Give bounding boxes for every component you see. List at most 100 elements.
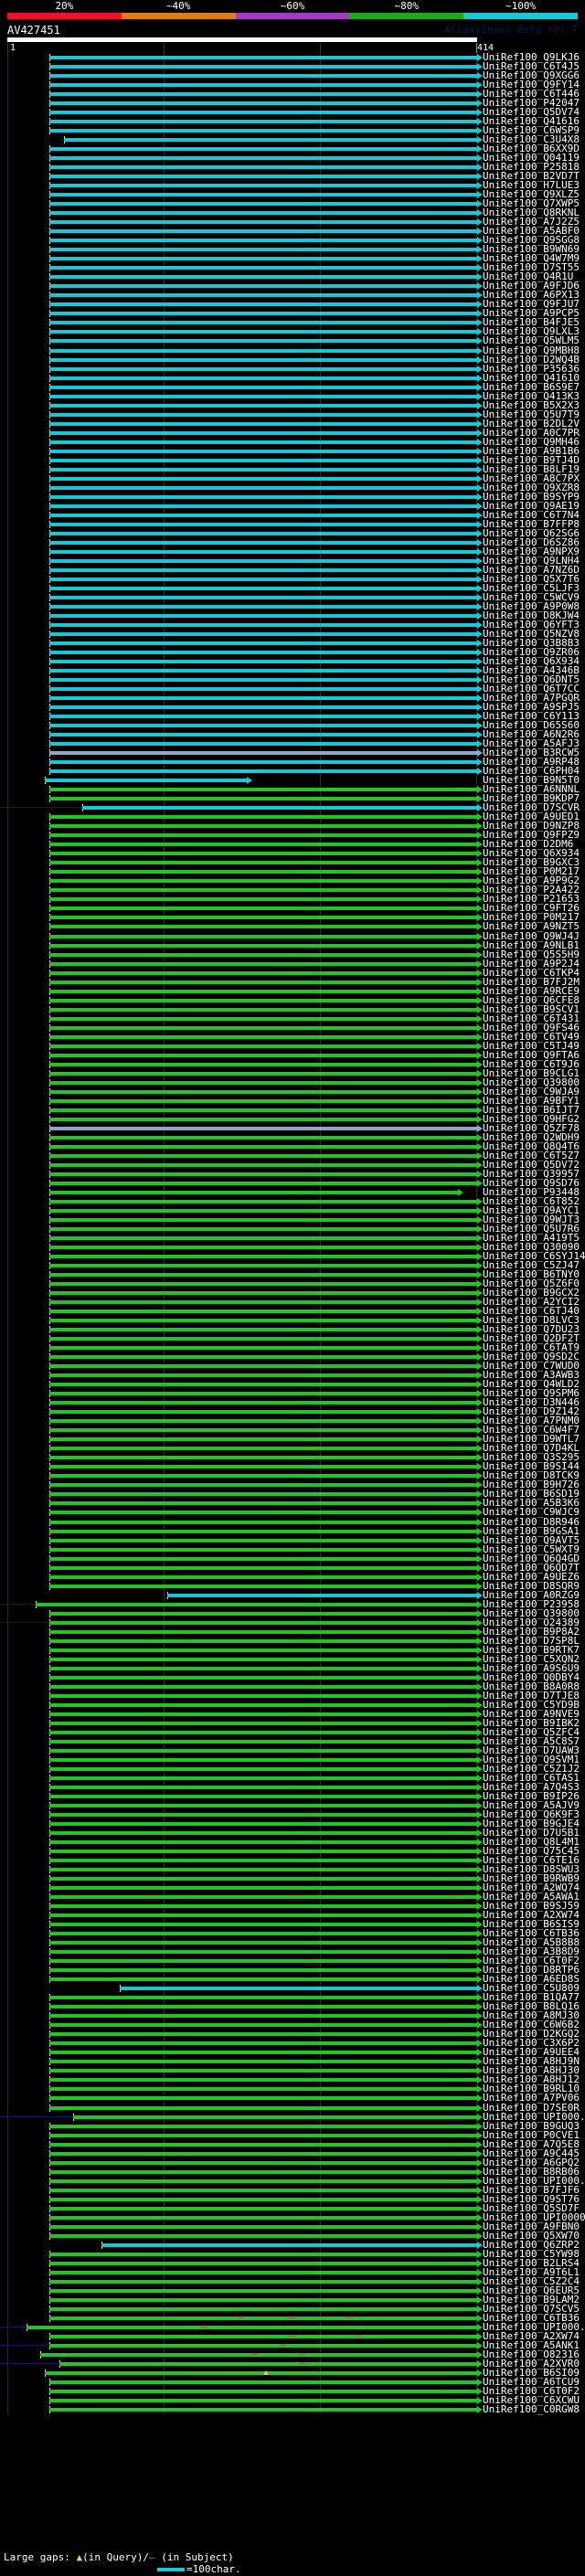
hit-label[interactable]: UniRef100_B2DL2V: [483, 417, 580, 429]
hit-label[interactable]: UniRef100_B9WN69: [483, 243, 580, 256]
hit-row[interactable]: UniRef100_D6SZ86: [0, 535, 585, 548]
hit-row[interactable]: UniRef100_A9UEZ6: [0, 1572, 585, 1582]
hit-label[interactable]: UniRef100_Q6X934: [483, 847, 580, 860]
alignment-segment[interactable]: [49, 1565, 477, 1570]
hit-row[interactable]: UniRef100_A5AJV9: [0, 1800, 585, 1810]
hit-row[interactable]: UniRef100_B6TNY0: [0, 1269, 585, 1280]
alignment-segment[interactable]: [49, 2197, 477, 2201]
hit-label[interactable]: UniRef100_B6SD19: [483, 1488, 580, 1500]
hit-label[interactable]: UniRef100_UPI000...: [483, 2320, 585, 2333]
hit-row[interactable]: UniRef100_O24389: [0, 1617, 585, 1627]
hit-label[interactable]: UniRef100_Q62SG6: [483, 526, 580, 539]
alignment-segment[interactable]: [49, 961, 477, 966]
alignment-segment[interactable]: [49, 2297, 477, 2302]
alignment-segment[interactable]: [49, 302, 477, 307]
alignment-segment[interactable]: [49, 1171, 477, 1176]
alignment-segment[interactable]: [49, 394, 477, 398]
hit-label[interactable]: UniRef100_B6SIS9: [483, 1918, 580, 1931]
alignment-segment[interactable]: [49, 1886, 477, 1891]
alignment-segment[interactable]: [49, 943, 477, 948]
hit-label[interactable]: UniRef100_D8TCK9: [483, 1469, 580, 1482]
alignment-segment[interactable]: [49, 467, 477, 472]
hit-label[interactable]: UniRef100_C5U809: [483, 1982, 580, 1995]
hit-label[interactable]: UniRef100_Q9XLZ5: [483, 188, 580, 201]
hit-label[interactable]: UniRef100_Q9LNH4: [483, 554, 580, 567]
hit-row[interactable]: UniRef100_P35636: [0, 364, 585, 374]
alignment-segment[interactable]: [49, 980, 477, 984]
hit-row[interactable]: UniRef100_B6SIS9: [0, 1918, 585, 1931]
alignment-segment[interactable]: [49, 229, 477, 234]
alignment-segment[interactable]: [49, 1300, 477, 1305]
hit-row[interactable]: UniRef100_B9TJ4D: [0, 455, 585, 465]
hit-label[interactable]: UniRef100_Q413K3: [483, 389, 580, 402]
hit-row[interactable]: UniRef100_Q5ZF78: [0, 1123, 585, 1133]
hit-label[interactable]: UniRef100_Q9SVM1: [483, 1753, 580, 1765]
alignment-segment[interactable]: [49, 2160, 477, 2165]
hit-label[interactable]: UniRef100_D8LVC3: [483, 1314, 580, 1327]
alignment-segment[interactable]: [49, 1319, 477, 1323]
hit-label[interactable]: UniRef100_B6XX9D: [483, 143, 580, 155]
hit-row[interactable]: UniRef100_Q9SD2C: [0, 1352, 585, 1362]
hit-row[interactable]: UniRef100_P25818: [0, 162, 585, 173]
alignment-segment[interactable]: [49, 220, 477, 225]
hit-row[interactable]: UniRef100_A2YCI2: [0, 1297, 585, 1308]
alignment-segment[interactable]: [49, 2105, 477, 2110]
hit-label[interactable]: UniRef100_A5B3K6: [483, 1497, 580, 1510]
hit-label[interactable]: UniRef100_Q9HFG2: [483, 1112, 580, 1125]
alignment-segment[interactable]: [49, 1712, 477, 1716]
alignment-segment[interactable]: [49, 403, 477, 408]
hit-row[interactable]: UniRef100_Q9SVM1: [0, 1753, 585, 1765]
alignment-segment[interactable]: [49, 558, 477, 563]
hit-label[interactable]: UniRef100_D6SZ86: [483, 535, 580, 548]
hit-label[interactable]: UniRef100_A0C7PR: [483, 426, 580, 439]
hit-label[interactable]: UniRef100_Q9SPM6: [483, 1387, 580, 1400]
hit-label[interactable]: UniRef100_A9FJD6: [483, 280, 580, 292]
alignment-segment[interactable]: [49, 2306, 477, 2311]
hit-label[interactable]: UniRef100_Q9SGG8: [483, 234, 580, 247]
hit-row[interactable]: UniRef100_A6TCU9: [0, 2377, 585, 2387]
hit-row[interactable]: UniRef100_C5LJF3: [0, 583, 585, 593]
alignment-segment[interactable]: [39, 2352, 477, 2357]
alignment-segment[interactable]: [49, 1419, 477, 1424]
hit-label[interactable]: UniRef100_Q5Z6F0: [483, 1277, 580, 1290]
alignment-segment[interactable]: [49, 1373, 477, 1378]
hit-label[interactable]: UniRef100_C9WJA9: [483, 1085, 580, 1097]
alignment-segment[interactable]: [49, 687, 477, 692]
hit-row[interactable]: UniRef100_B6SD19: [0, 1488, 585, 1500]
alignment-segment[interactable]: [49, 843, 477, 847]
alignment-segment[interactable]: [49, 1089, 477, 1094]
alignment-segment[interactable]: [49, 1803, 477, 1807]
alignment-segment[interactable]: [49, 1126, 477, 1130]
hit-row[interactable]: UniRef100_B8RB06: [0, 2167, 585, 2177]
alignment-segment[interactable]: [49, 925, 477, 929]
hit-row[interactable]: UniRef100_A7Q4S3: [0, 1782, 585, 1792]
alignment-segment[interactable]: [49, 1098, 477, 1103]
hit-row[interactable]: UniRef100_D2WQ4B: [0, 355, 585, 365]
hit-row[interactable]: UniRef100_Q9FS46: [0, 1023, 585, 1033]
hit-label[interactable]: UniRef100_Q5SD7F: [483, 2201, 580, 2214]
alignment-segment[interactable]: [49, 1538, 477, 1542]
hit-row[interactable]: UniRef100_Q7DU23: [0, 1324, 585, 1335]
hit-row[interactable]: UniRef100_A6ED8S: [0, 1974, 585, 1985]
hit-label[interactable]: UniRef100_C5Z1J2: [483, 1762, 580, 1775]
hit-label[interactable]: UniRef100_A9B1B6: [483, 444, 580, 457]
hit-label[interactable]: UniRef100_B9SJ59: [483, 1900, 580, 1913]
alignment-segment[interactable]: [49, 513, 477, 517]
alignment-segment[interactable]: [49, 1913, 477, 1918]
hit-row[interactable]: UniRef100_Q6X934: [0, 847, 585, 860]
hit-row[interactable]: UniRef100_C6TAT9: [0, 1342, 585, 1353]
alignment-segment[interactable]: [49, 1181, 477, 1185]
alignment-segment[interactable]: [49, 65, 477, 69]
alignment-segment[interactable]: [49, 897, 477, 902]
hit-row[interactable]: UniRef100_A9SPJ5: [0, 702, 585, 713]
alignment-segment[interactable]: [49, 1007, 477, 1012]
alignment-segment[interactable]: [49, 175, 477, 179]
alignment-segment[interactable]: [49, 293, 477, 298]
hit-label[interactable]: UniRef100_Q9AYC1: [483, 1203, 580, 1216]
alignment-segment[interactable]: [49, 1034, 477, 1039]
hit-label[interactable]: UniRef100_Q8L4M1: [483, 1836, 580, 1849]
hit-row[interactable]: UniRef100_Q5XW70: [0, 2231, 585, 2241]
hit-label[interactable]: UniRef100_D9NZP8: [483, 820, 580, 832]
hit-label[interactable]: UniRef100_A2XW74: [483, 1909, 580, 1922]
hit-label[interactable]: UniRef100_B9IP26: [483, 1789, 580, 1802]
